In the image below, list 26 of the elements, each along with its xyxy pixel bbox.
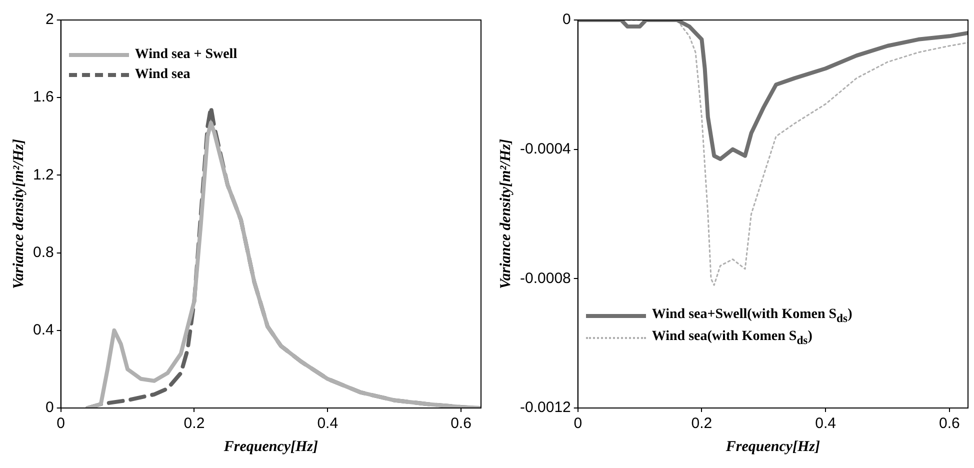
y-tick-label: 1.2	[32, 166, 54, 184]
x-tick-label: 0.4	[317, 415, 338, 432]
y-axis-title: Variance density[m²/Hz]	[498, 139, 514, 289]
y-tick-label: -0.0012	[520, 399, 571, 416]
x-tick-label: 0	[56, 415, 66, 432]
y-tick-label: 0	[562, 11, 571, 28]
x-tick-label: 0.2	[184, 415, 205, 432]
y-tick-label: 0	[46, 399, 54, 416]
x-tick-label: 0.2	[691, 415, 712, 432]
legend-label: Wind sea	[134, 67, 190, 84]
y-tick-label: 0.4	[32, 322, 54, 339]
x-axis-title: Frequency[Hz]	[724, 438, 820, 455]
y-tick-label: 1.6	[32, 88, 54, 106]
y-axis-title: Variance density[m²/Hz]	[10, 139, 27, 289]
y-tick-label: 0.8	[32, 244, 54, 261]
x-axis-title: Frequency[Hz]	[222, 438, 318, 455]
x-tick-label: 0.6	[450, 415, 472, 432]
y-tick-label: -0.0008	[520, 270, 571, 287]
y-tick-label: 2	[46, 11, 54, 28]
legend-label: Wind sea(with Komen S$_{ds}$)	[652, 328, 812, 347]
x-tick-label: 0.4	[815, 415, 836, 432]
y-tick-label: -0.0004	[520, 140, 571, 158]
x-tick-label: 0.6	[938, 415, 960, 432]
legend-label: Wind sea+Swell(with Komen S$_{ds}$)	[652, 307, 852, 325]
x-tick-label: 0	[574, 415, 582, 432]
legend-label: Wind sea + Swell	[134, 47, 238, 64]
